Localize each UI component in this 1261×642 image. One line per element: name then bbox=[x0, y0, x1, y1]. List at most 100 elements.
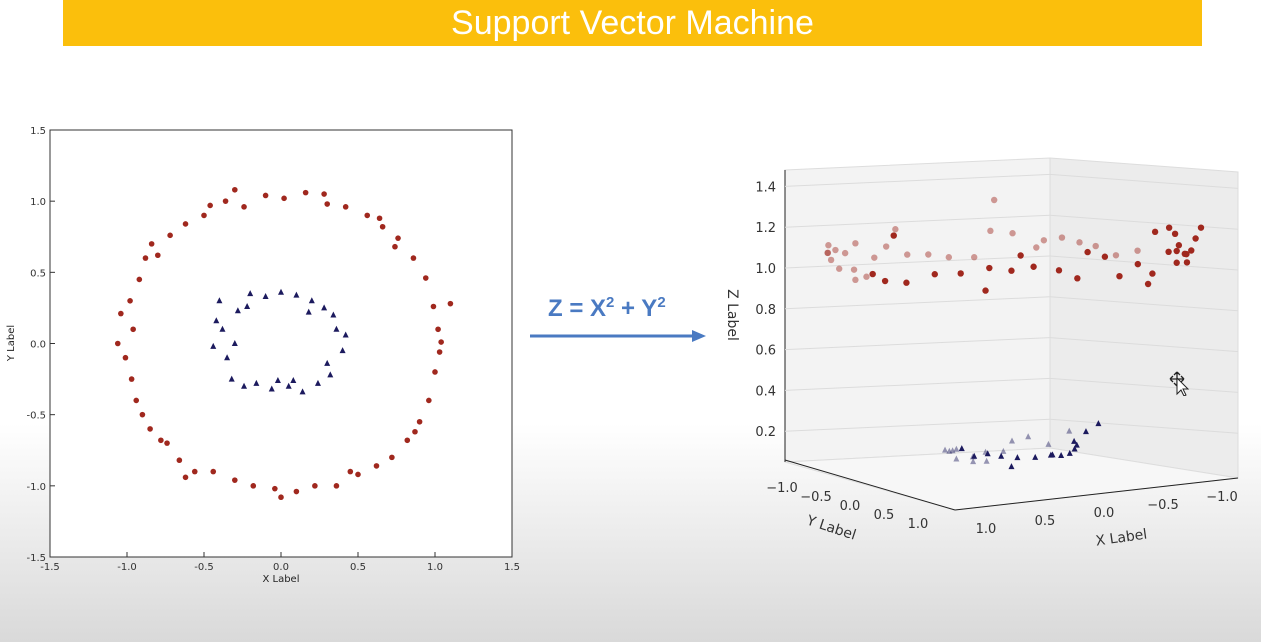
y-tick-label: 0.5 bbox=[30, 268, 46, 279]
data-point-3d-inner bbox=[1071, 437, 1078, 444]
data-point-outer bbox=[122, 354, 129, 361]
data-point-3d-outer bbox=[1197, 224, 1205, 231]
data-point-outer bbox=[155, 252, 161, 259]
data-point-inner bbox=[308, 297, 315, 304]
data-point-inner bbox=[210, 342, 217, 349]
data-point-3d-outer bbox=[832, 246, 839, 254]
data-point-outer bbox=[128, 376, 135, 382]
data-point-3d-outer bbox=[1092, 242, 1099, 250]
data-point-3d-outer bbox=[1030, 263, 1037, 270]
data-point-3d-outer bbox=[882, 243, 890, 250]
data-point-outer bbox=[379, 223, 386, 230]
data-point-outer bbox=[210, 468, 217, 475]
data-point-outer bbox=[389, 454, 395, 461]
z-tick-label: 1.4 bbox=[755, 180, 776, 195]
data-point-outer bbox=[430, 303, 437, 310]
data-point-inner bbox=[333, 325, 340, 332]
data-point-outer bbox=[302, 189, 309, 196]
data-point-outer bbox=[376, 215, 383, 222]
x-tick-label: -0.5 bbox=[194, 562, 214, 573]
data-point-outer bbox=[250, 483, 257, 489]
data-point-3d-inner bbox=[1014, 454, 1021, 461]
data-point-3d-inner bbox=[1008, 463, 1015, 470]
data-point-3d-outer bbox=[852, 240, 859, 247]
data-point-3d-outer bbox=[1040, 237, 1048, 244]
y-tick-label-3d: 1.0 bbox=[908, 517, 929, 532]
data-point-3d-outer bbox=[1101, 253, 1109, 260]
z-grid-line bbox=[784, 337, 1051, 351]
data-point-outer bbox=[201, 212, 207, 219]
x-tick-label-3d: 0.0 bbox=[1094, 506, 1115, 521]
data-point-3d-inner bbox=[942, 446, 949, 453]
x-tick-label: -1.0 bbox=[117, 562, 137, 573]
data-point-3d-outer bbox=[1055, 267, 1063, 274]
x-tick-label-3d: 1.0 bbox=[976, 522, 997, 537]
data-point-3d-outer bbox=[904, 251, 911, 258]
data-point-3d-inner bbox=[1066, 449, 1073, 456]
z-grid-line bbox=[1049, 418, 1239, 434]
data-point-3d-outer bbox=[881, 277, 889, 285]
data-point-outer bbox=[373, 463, 380, 469]
data-point-3d-outer bbox=[841, 249, 849, 257]
data-point-inner bbox=[314, 379, 321, 386]
data-point-outer bbox=[176, 457, 183, 464]
data-point-outer bbox=[447, 300, 454, 307]
x-tick-label-3d: −0.5 bbox=[1147, 498, 1179, 513]
data-point-outer bbox=[342, 204, 349, 210]
data-point-3d-inner bbox=[998, 452, 1005, 459]
data-point-3d-outer bbox=[836, 265, 843, 272]
z-axis-label: Z Label bbox=[724, 289, 740, 341]
scatter-plot-2d: -1.5 -1.0 -0.5 0.0 0.5 1.0 1.5 1.5 1.0 0.5 0.0 -0.5… bbox=[6, 126, 520, 585]
data-point-inner bbox=[244, 302, 251, 309]
data-point-outer bbox=[118, 310, 124, 317]
data-point-3d-inner bbox=[1082, 428, 1089, 435]
data-point-inner bbox=[342, 331, 349, 338]
data-point-inner bbox=[321, 304, 328, 311]
data-point-outer bbox=[207, 202, 213, 209]
data-point-outer bbox=[232, 186, 238, 193]
data-point-inner bbox=[299, 388, 306, 395]
data-point-3d-outer bbox=[987, 227, 994, 235]
data-point-3d-outer bbox=[827, 256, 835, 264]
x-tick-label-3d: −1.0 bbox=[1206, 490, 1238, 505]
data-point-outer bbox=[182, 474, 189, 481]
kernel-formula: Z = X2 + Y2 bbox=[548, 294, 666, 322]
data-point-outer bbox=[148, 241, 155, 247]
data-point-3d-inner bbox=[971, 452, 978, 459]
data-point-3d-inner bbox=[1000, 447, 1007, 454]
x-axis-label: X Label bbox=[262, 574, 299, 585]
data-point-outer bbox=[321, 191, 327, 197]
z-tick-label: 0.2 bbox=[755, 425, 776, 440]
data-point-3d-inner bbox=[982, 448, 989, 455]
z-tick-label: 1.2 bbox=[755, 221, 776, 236]
data-point-outer bbox=[222, 198, 229, 204]
z-grid-line bbox=[784, 418, 1051, 432]
data-point-3d-inner bbox=[1066, 427, 1073, 434]
data-point-3d-outer bbox=[1017, 252, 1024, 259]
y-tick-label: -1.0 bbox=[26, 482, 46, 493]
data-point-3d-outer bbox=[1171, 230, 1179, 238]
data-point-outer bbox=[142, 255, 149, 261]
data-point-inner bbox=[330, 311, 337, 318]
data-point-outer bbox=[435, 326, 441, 333]
data-point-3d-outer bbox=[1076, 239, 1083, 246]
data-point-outer bbox=[392, 243, 398, 250]
data-point-3d-outer bbox=[825, 242, 832, 249]
data-point-3d-outer bbox=[871, 254, 878, 261]
x-tick-label: 1.5 bbox=[504, 562, 520, 573]
data-point-3d-inner bbox=[1071, 445, 1078, 452]
data-point-3d-outer bbox=[986, 264, 993, 272]
data-point-inner bbox=[278, 288, 284, 295]
data-point-inner bbox=[327, 371, 334, 378]
data-point-3d-outer bbox=[1074, 275, 1081, 282]
data-point-3d-inner bbox=[984, 450, 991, 457]
data-point-inner bbox=[305, 308, 312, 315]
data-point-3d-outer bbox=[931, 271, 938, 278]
data-point-3d-outer bbox=[1084, 248, 1091, 256]
data-point-3d-inner bbox=[1095, 420, 1102, 427]
data-point-inner bbox=[247, 290, 254, 297]
data-point-3d-inner bbox=[1009, 437, 1015, 444]
y-axis-label-3d: Y Label bbox=[804, 512, 858, 543]
data-point-inner bbox=[234, 307, 241, 314]
data-point-outer bbox=[364, 212, 371, 219]
